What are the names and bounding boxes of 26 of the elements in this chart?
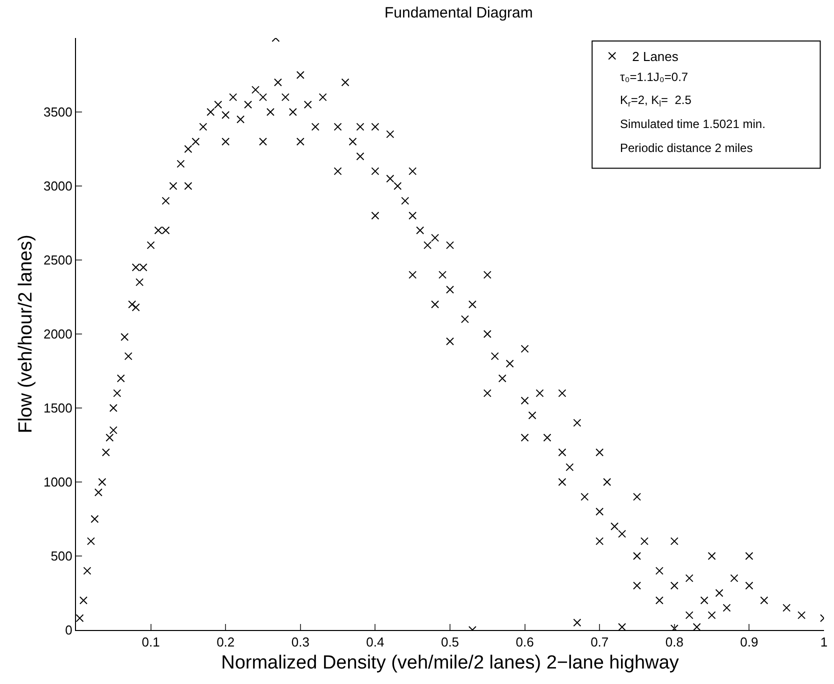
x-tick-label: 0.4 (366, 634, 384, 650)
y-tick-label: 2000 (43, 326, 72, 342)
x-tick-label: 0.2 (216, 634, 235, 650)
y-tick-label: 0 (65, 622, 72, 638)
legend-label: 2 Lanes (632, 48, 679, 64)
x-tick-label: 0.9 (740, 634, 758, 650)
y-tick-label: 1500 (43, 400, 72, 416)
y-tick-label: 2500 (43, 252, 72, 268)
annotation: Periodic distance 2 miles (620, 141, 753, 155)
annotation: Simulated time 1.5021 min. (620, 117, 766, 131)
chart-title: Fundamental Diagram (384, 4, 533, 22)
x-tick-label: 1 (820, 634, 828, 650)
x-tick-label: 0.7 (590, 634, 609, 650)
x-tick-label: 0.6 (516, 634, 534, 650)
y-tick-label: 1000 (43, 474, 72, 490)
y-axis-title: Flow (veh/hour/2 lanes) (15, 234, 36, 434)
x-tick-label: 0.8 (665, 634, 684, 650)
y-tick-label: 500 (50, 548, 72, 564)
y-tick-label: 3000 (43, 178, 72, 194)
x-axis-title: Normalized Density (veh/mile/2 lanes) 2−lane highway (221, 652, 680, 674)
x-tick-label: 0.3 (291, 634, 310, 650)
annotation: τ₀=1.1J₀=0.7 (620, 70, 688, 84)
annotation: K$_{r}$=2, K$_{l}$= 2.5 (620, 93, 692, 109)
y-tick-label: 3500 (43, 104, 72, 120)
x-tick-label: 0.1 (142, 634, 160, 650)
x-tick-label: 0.5 (440, 634, 460, 650)
